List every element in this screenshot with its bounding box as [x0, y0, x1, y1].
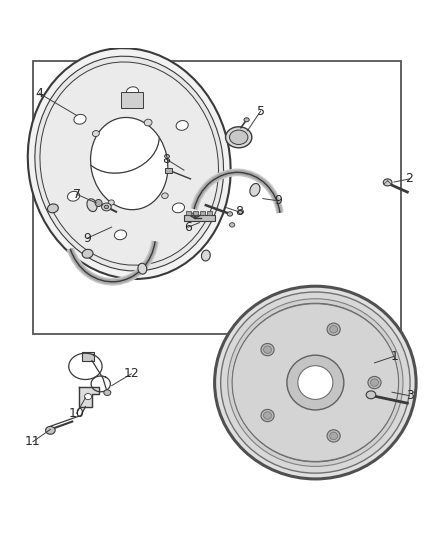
Circle shape — [95, 199, 102, 206]
Ellipse shape — [232, 304, 399, 462]
Bar — [165, 167, 172, 173]
Polygon shape — [79, 387, 99, 407]
Bar — [82, 352, 94, 361]
Ellipse shape — [87, 199, 97, 212]
Ellipse shape — [383, 179, 392, 186]
Ellipse shape — [366, 391, 376, 399]
Ellipse shape — [92, 131, 99, 136]
Ellipse shape — [221, 292, 410, 473]
Ellipse shape — [114, 230, 127, 240]
Text: 2: 2 — [406, 172, 413, 185]
Text: 7: 7 — [73, 188, 81, 201]
Text: 11: 11 — [25, 435, 41, 448]
Ellipse shape — [138, 263, 147, 274]
Ellipse shape — [28, 48, 231, 279]
Text: 3: 3 — [406, 389, 413, 402]
Text: 9: 9 — [274, 195, 282, 207]
Bar — [121, 92, 143, 108]
Ellipse shape — [74, 115, 86, 124]
Ellipse shape — [127, 87, 138, 96]
Ellipse shape — [298, 366, 333, 399]
Text: 8: 8 — [235, 205, 243, 218]
Ellipse shape — [264, 346, 272, 353]
Ellipse shape — [327, 323, 340, 335]
Bar — [33, 61, 401, 334]
Bar — [207, 211, 212, 215]
Ellipse shape — [40, 62, 219, 265]
Ellipse shape — [176, 120, 188, 130]
Ellipse shape — [233, 304, 398, 462]
Ellipse shape — [47, 204, 58, 213]
Ellipse shape — [215, 286, 416, 479]
Ellipse shape — [227, 212, 233, 216]
Ellipse shape — [35, 56, 223, 271]
Text: 10: 10 — [69, 407, 85, 419]
Ellipse shape — [91, 117, 168, 209]
Ellipse shape — [172, 203, 184, 213]
Ellipse shape — [230, 223, 235, 227]
Ellipse shape — [244, 118, 249, 122]
Ellipse shape — [162, 193, 168, 198]
Ellipse shape — [368, 376, 381, 389]
Bar — [193, 211, 198, 215]
Ellipse shape — [104, 205, 109, 209]
Ellipse shape — [46, 426, 55, 434]
Ellipse shape — [67, 191, 80, 201]
Text: 12: 12 — [124, 367, 139, 381]
Ellipse shape — [108, 200, 114, 205]
Bar — [184, 215, 215, 221]
Ellipse shape — [261, 343, 274, 356]
Ellipse shape — [330, 432, 338, 440]
Text: 6: 6 — [184, 221, 192, 233]
Ellipse shape — [330, 326, 338, 333]
Text: 5: 5 — [257, 104, 265, 117]
Ellipse shape — [104, 390, 111, 395]
Bar — [200, 211, 205, 215]
Ellipse shape — [102, 203, 111, 211]
Text: 4: 4 — [35, 87, 43, 100]
Ellipse shape — [261, 409, 274, 422]
Ellipse shape — [250, 183, 260, 196]
Ellipse shape — [264, 412, 272, 419]
Ellipse shape — [226, 127, 252, 148]
Ellipse shape — [82, 249, 93, 258]
Ellipse shape — [228, 298, 403, 466]
Text: 8: 8 — [162, 152, 170, 166]
Ellipse shape — [201, 250, 210, 261]
Ellipse shape — [230, 130, 248, 144]
Ellipse shape — [144, 119, 152, 126]
Bar — [186, 211, 191, 215]
Text: 1: 1 — [390, 350, 398, 363]
Ellipse shape — [85, 393, 92, 400]
Ellipse shape — [238, 209, 244, 214]
Text: 9: 9 — [84, 231, 92, 245]
Ellipse shape — [371, 379, 378, 386]
Ellipse shape — [327, 430, 340, 442]
Ellipse shape — [287, 355, 344, 410]
